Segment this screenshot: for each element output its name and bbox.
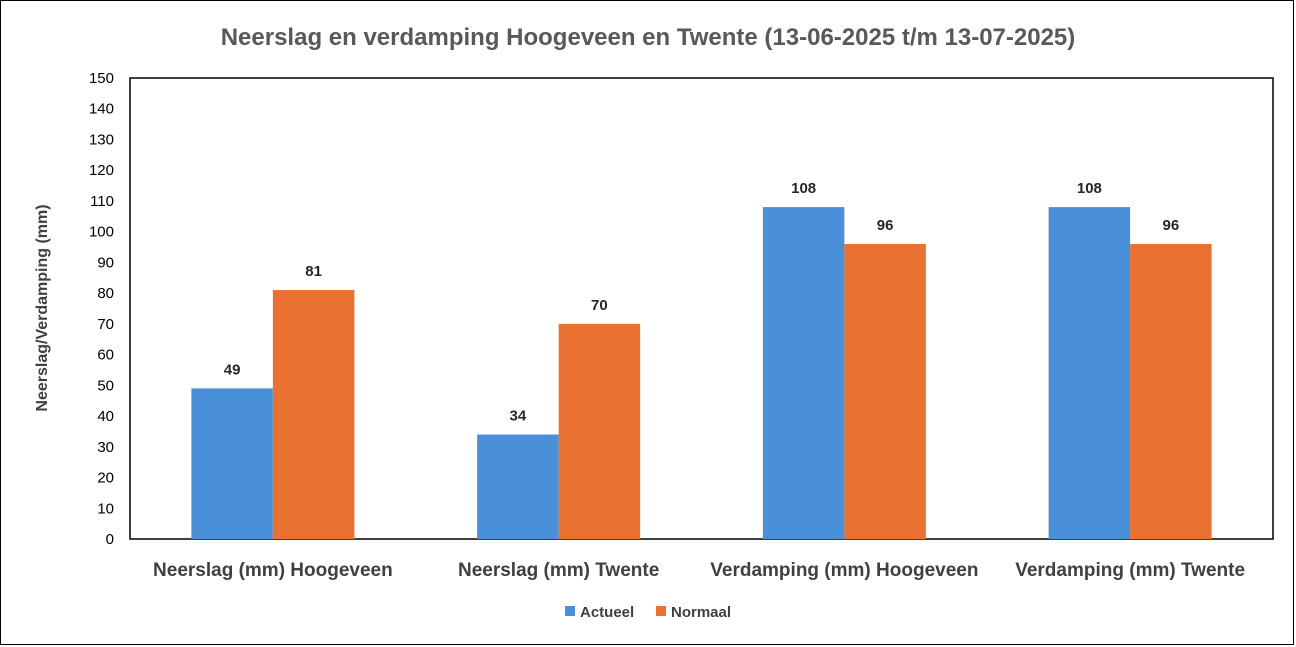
y-tick-label: 20: [97, 470, 114, 487]
y-tick-label: 40: [97, 408, 114, 425]
data-label: 70: [591, 297, 608, 314]
y-tick-label: 100: [89, 224, 114, 241]
legend: Actueel Normaal: [565, 604, 731, 621]
y-tick-label: 130: [89, 131, 114, 148]
y-tick-label: 120: [89, 162, 114, 179]
bar-normaal: [844, 243, 926, 539]
x-category-label: Neerslag (mm) Hoogeveen: [153, 560, 393, 581]
bar-actueel: [477, 434, 559, 539]
chart-title: Neerslag en verdamping Hoogeveen en Twen…: [221, 24, 1076, 51]
legend-label: Actueel: [580, 604, 634, 621]
plot-area-border: [129, 77, 1274, 540]
y-axis-label: Neerslag/Verdamping (mm): [34, 204, 51, 411]
data-label: 108: [791, 180, 816, 197]
data-labels: 49 81 34 70 108 96 108 96: [224, 180, 1179, 424]
y-tick-label: 140: [89, 101, 114, 118]
x-category-label: Verdamping (mm) Hoogeveen: [710, 560, 978, 581]
bar-actueel: [762, 207, 845, 539]
y-tick-label: 70: [97, 316, 114, 333]
y-tick-label: 0: [106, 531, 114, 548]
bar-actueel: [191, 388, 273, 539]
x-category-label: Neerslag (mm) Twente: [458, 560, 659, 581]
y-tick-label: 10: [97, 500, 114, 517]
data-label: 108: [1077, 180, 1102, 197]
y-tick-label: 150: [89, 70, 114, 87]
data-label: 81: [305, 263, 322, 280]
y-tick-label: 60: [97, 347, 114, 364]
bar-normaal: [558, 323, 641, 539]
y-tick-label: 80: [97, 285, 114, 302]
y-tick-label: 90: [97, 254, 114, 271]
x-axis-categories: Neerslag (mm) Hoogeveen Neerslag (mm) Twe…: [153, 560, 1245, 581]
data-label: 34: [510, 408, 527, 425]
data-label: 96: [877, 217, 894, 234]
bar-actueel: [1048, 207, 1131, 539]
legend-swatch-normaal: [656, 606, 666, 616]
bar-normaal: [1130, 243, 1212, 539]
y-axis-ticks: 0 10 20 30 40 50 60 70 80 90 100 110 120 130 140 150: [89, 70, 114, 548]
x-category-label: Verdamping (mm) Twente: [1015, 560, 1245, 581]
y-tick-label: 50: [97, 377, 114, 394]
bar-series: [191, 207, 1212, 539]
data-label: 96: [1163, 217, 1180, 234]
y-tick-label: 30: [97, 439, 114, 456]
data-label: 49: [224, 361, 241, 378]
bar-normaal: [272, 290, 355, 539]
y-tick-label: 110: [90, 193, 114, 210]
legend-swatch-actueel: [565, 606, 575, 616]
legend-label: Normaal: [671, 604, 731, 621]
